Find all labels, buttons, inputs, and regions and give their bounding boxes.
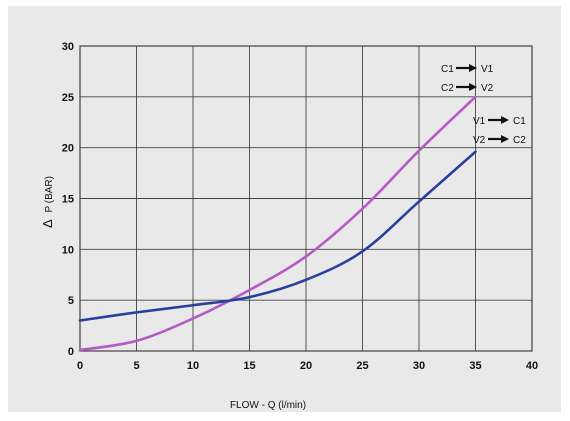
series-layer xyxy=(78,95,477,352)
x-tick-label: 20 xyxy=(300,360,312,372)
series-line-1 xyxy=(78,150,477,322)
y-tick-label: 30 xyxy=(62,41,74,53)
legend-to: C1 xyxy=(513,116,526,127)
grid xyxy=(79,45,533,352)
line-chart: 0 5 10 15 20 25 30 35 40 0 5 10 15 20 25 30 FLOW - Q (l… xyxy=(40,41,538,411)
y-tick-label: 20 xyxy=(62,143,74,155)
delta-symbol: Δ xyxy=(40,219,55,228)
y-tick-label: 10 xyxy=(62,244,74,256)
y-axis-label: Δ P (BAR) xyxy=(40,176,55,228)
legend-arrow-icon xyxy=(501,116,509,124)
legend-to: C2 xyxy=(513,135,526,146)
x-tick-label: 10 xyxy=(187,360,199,372)
legend-from: C1 xyxy=(441,64,454,75)
legend-entry: C1 V1 xyxy=(441,64,494,75)
legend-entry: V1 C1 xyxy=(473,116,526,127)
series-line-0 xyxy=(78,95,477,352)
x-axis-label: FLOW - Q (l/min) xyxy=(230,400,306,411)
legend-from: V2 xyxy=(473,135,486,146)
legend: C1 V1 C2 V2 V1 C1 V2 C2 xyxy=(441,64,526,146)
y-axis-label-group: Δ P (BAR) xyxy=(40,176,55,228)
chart-figure: 0 5 10 15 20 25 30 35 40 0 5 10 15 20 25 30 FLOW - Q (l… xyxy=(8,6,561,412)
y-axis-unit: P (BAR) xyxy=(44,176,55,213)
legend-from: C2 xyxy=(441,83,454,94)
legend-arrow-icon xyxy=(469,64,477,72)
legend-from: V1 xyxy=(473,116,486,127)
x-tick-label: 40 xyxy=(526,360,538,372)
x-tick-label: 35 xyxy=(469,360,481,372)
x-tick-label: 15 xyxy=(243,360,255,372)
legend-to: V1 xyxy=(481,64,494,75)
y-tick-label: 15 xyxy=(62,194,74,206)
x-tick-label: 5 xyxy=(133,360,139,372)
legend-entry: C2 V2 xyxy=(441,83,494,94)
legend-arrow-icon xyxy=(501,135,509,143)
y-tick-label: 25 xyxy=(62,92,74,104)
x-tick-label: 25 xyxy=(356,360,368,372)
legend-arrow-icon xyxy=(469,83,477,91)
y-tick-label: 0 xyxy=(68,346,74,358)
tick-labels: 0 5 10 15 20 25 30 35 40 0 5 10 15 20 25 30 xyxy=(62,41,538,372)
legend-entry: V2 C2 xyxy=(473,135,526,146)
y-tick-label: 5 xyxy=(68,295,74,307)
x-tick-label: 0 xyxy=(77,360,83,372)
x-tick-label: 30 xyxy=(413,360,425,372)
legend-to: V2 xyxy=(481,83,494,94)
